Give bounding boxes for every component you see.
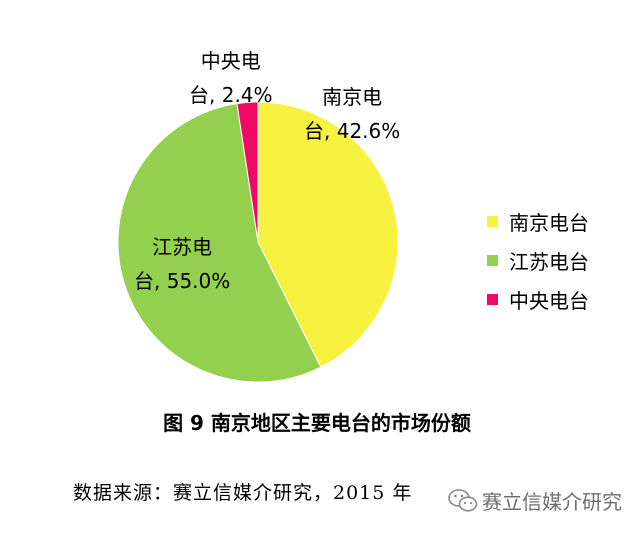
pie-slice-jiangsu <box>117 103 322 383</box>
watermark: 赛立信媒介研究 <box>448 486 622 515</box>
watermark-text: 赛立信媒介研究 <box>482 490 622 514</box>
legend-item-nanjing: 南京电台 <box>487 202 589 241</box>
legend-swatch <box>487 216 498 227</box>
chart-title: 图 9 南京地区主要电台的市场份额 <box>163 411 471 435</box>
pie-slice-cctv <box>236 101 259 243</box>
legend-label: 南京电台 <box>509 211 589 235</box>
slice-label-cctv: 中央电 台, 2.4% <box>189 49 273 107</box>
legend: 南京电台 江苏电台 中央电台 <box>487 202 589 319</box>
slice-label-jiangsu: 江苏电 台, 55.0% <box>134 235 231 293</box>
pie-slice-nanjing <box>257 101 399 368</box>
wechat-icon <box>448 488 478 512</box>
legend-label: 中央电台 <box>509 289 589 313</box>
legend-item-jiangsu: 江苏电台 <box>487 241 589 280</box>
legend-label: 江苏电台 <box>509 250 589 274</box>
legend-item-cctv: 中央电台 <box>487 280 589 319</box>
source-note: 数据来源：赛立信媒介研究，2015 年 <box>73 482 413 504</box>
legend-swatch <box>487 255 498 266</box>
legend-swatch <box>487 294 498 305</box>
slice-label-nanjing: 南京电 台, 42.6% <box>304 85 401 143</box>
